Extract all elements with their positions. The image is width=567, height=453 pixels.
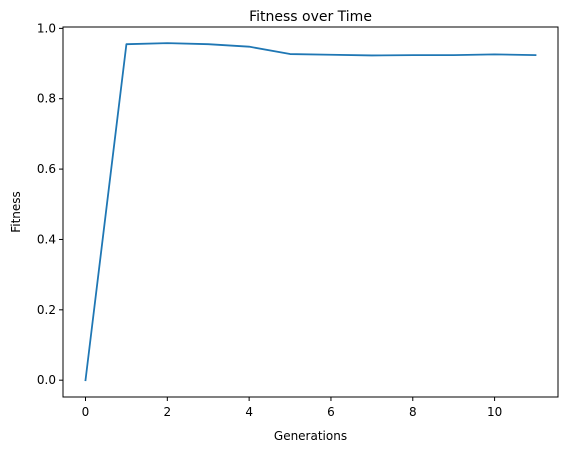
y-axis-label: Fitness — [9, 191, 23, 233]
x-tick-label: 4 — [245, 405, 253, 419]
x-tick-label: 8 — [409, 405, 417, 419]
y-tick-label: 0.0 — [37, 373, 56, 387]
axes-frame — [62, 26, 559, 398]
x-tick-label: 2 — [163, 405, 171, 419]
y-tick-label: 1.0 — [37, 21, 56, 35]
x-axis-label: Generations — [274, 429, 347, 443]
x-axis: 0 2 4 6 8 10 — [82, 397, 502, 419]
y-tick-label: 0.4 — [37, 232, 56, 246]
plot-area — [84, 42, 537, 382]
x-tick-label: 0 — [82, 405, 90, 419]
y-axis: 0.0 0.2 0.4 0.6 0.8 1.0 — [37, 21, 63, 387]
x-tick-label: 10 — [487, 405, 502, 419]
y-tick-label: 0.2 — [37, 303, 56, 317]
y-tick-label: 0.6 — [37, 162, 56, 176]
x-tick-label: 6 — [327, 405, 335, 419]
chart-title: Fitness over Time — [249, 9, 372, 25]
series-line — [84, 42, 537, 382]
y-tick-label: 0.8 — [37, 92, 56, 106]
